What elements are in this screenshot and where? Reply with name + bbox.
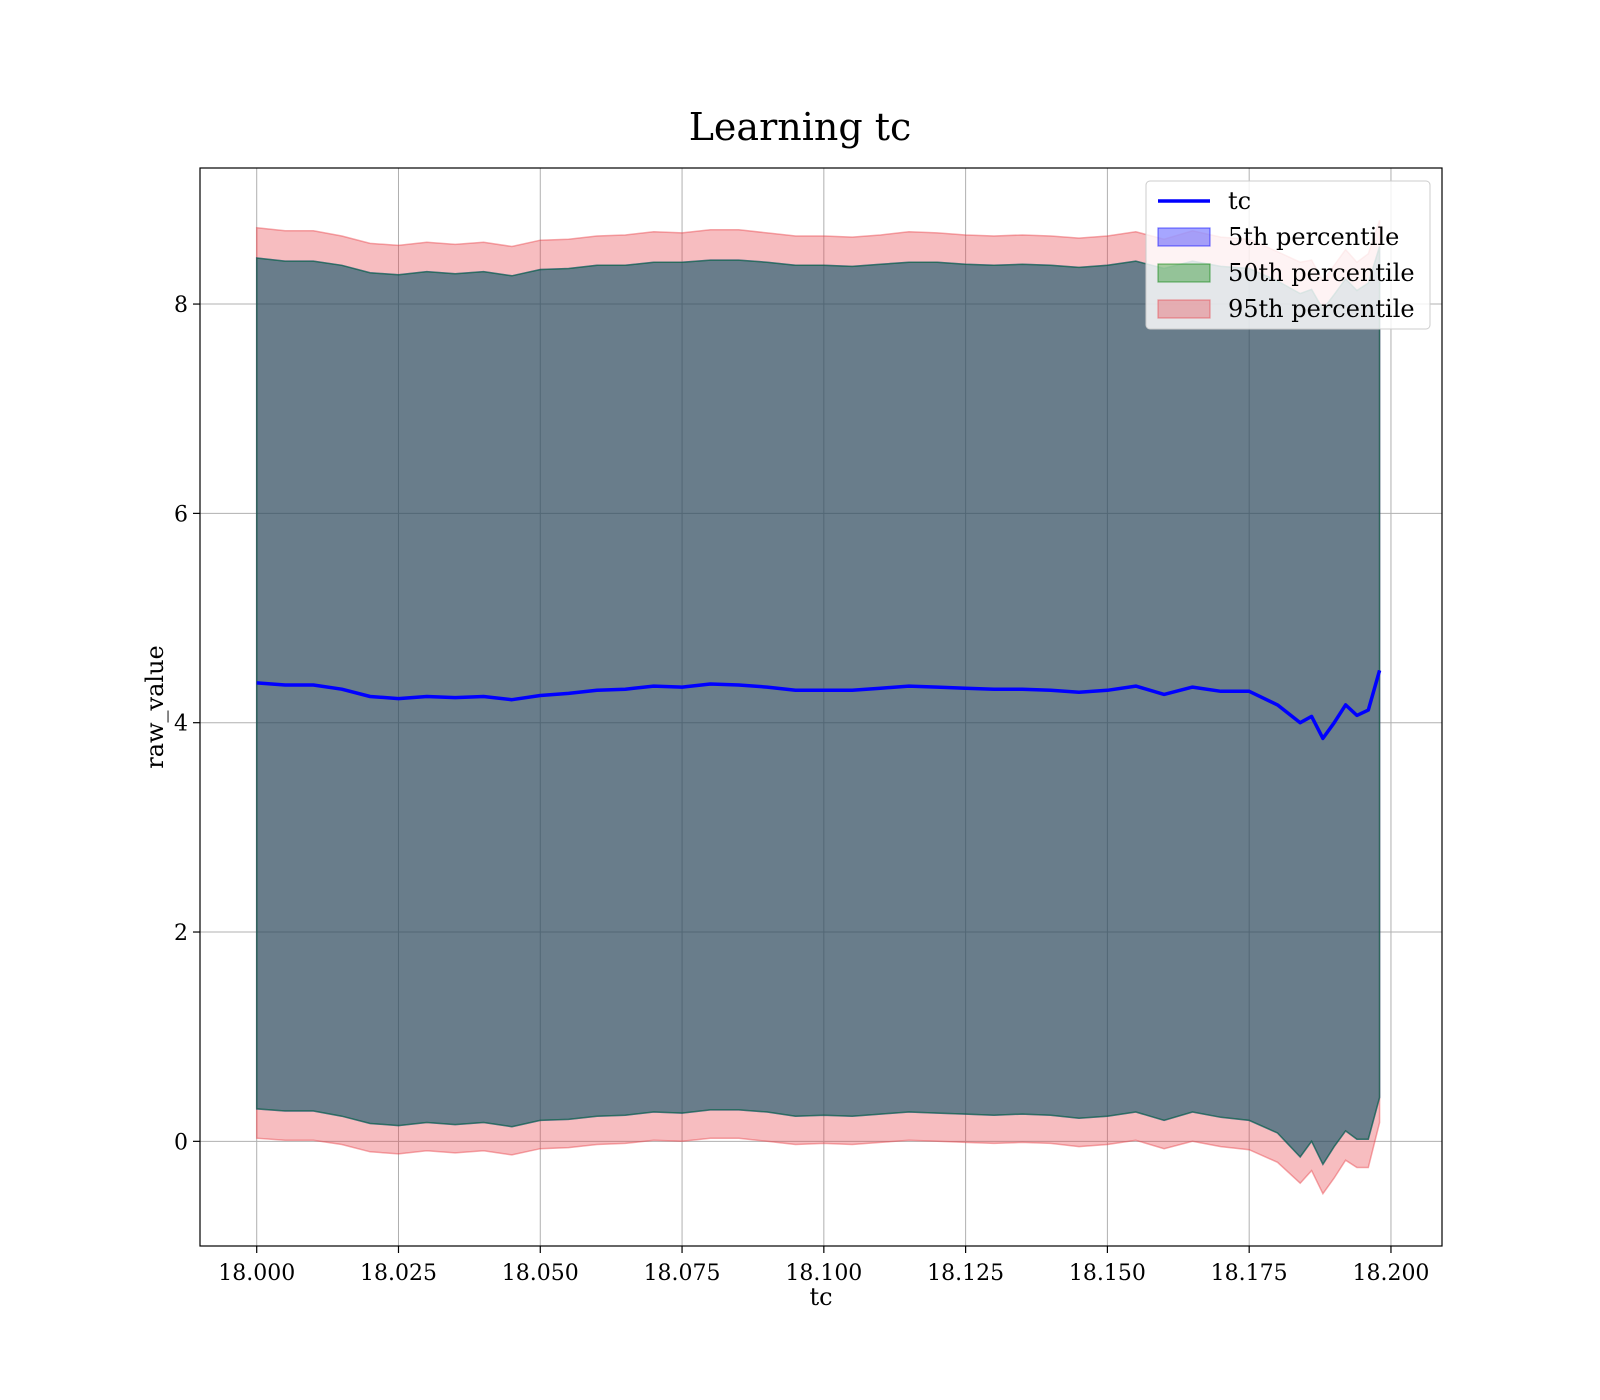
x-tick-label: 18.075 xyxy=(644,1261,721,1286)
legend-box xyxy=(1145,180,1431,330)
y-tick-label: 2 xyxy=(174,921,188,946)
y-tick-label: 4 xyxy=(174,712,188,737)
plot-frame xyxy=(199,167,1443,1247)
legend-label: tc xyxy=(1228,187,1251,215)
percentile-bands xyxy=(255,220,1381,1196)
x-tick-label: 18.150 xyxy=(1069,1261,1146,1286)
band-series-3 xyxy=(255,220,1381,1196)
band-series-2 xyxy=(255,246,1381,1166)
x-tick-label: 18.125 xyxy=(927,1261,1004,1286)
legend-swatch-patch xyxy=(1157,227,1211,247)
legend-swatch-patch xyxy=(1157,299,1211,319)
x-tick-label: 18.025 xyxy=(360,1261,437,1286)
x-tick-label: 18.000 xyxy=(218,1261,295,1286)
x-tick-label: 18.200 xyxy=(1352,1261,1429,1286)
legend-label: 95th percentile xyxy=(1228,295,1415,323)
legend: tc 5th percentile 50th percentile 95th perc… xyxy=(1145,180,1431,330)
legend-swatch-patch xyxy=(1157,263,1211,283)
y-tick-label: 0 xyxy=(174,1130,188,1155)
x-axis-label: tc xyxy=(809,1283,832,1311)
y-axis-label: raw_value xyxy=(141,645,169,769)
ticks: 18.000 18.025 18.050 18.075 18.100 18.125 18.1… xyxy=(174,293,1429,1286)
y-tick-label: 6 xyxy=(174,502,188,527)
legend-label: 50th percentile xyxy=(1228,259,1415,287)
chart-title: Learning tc xyxy=(689,105,912,149)
band-series-1 xyxy=(255,246,1381,1166)
x-tick-label: 18.100 xyxy=(785,1261,862,1286)
y-tick-label: 8 xyxy=(174,293,188,318)
legend-label: 5th percentile xyxy=(1228,223,1399,251)
x-tick-label: 18.175 xyxy=(1211,1261,1288,1286)
line-series-0 xyxy=(256,669,1382,741)
x-tick-label: 18.050 xyxy=(502,1261,579,1286)
series-lines xyxy=(256,669,1382,741)
